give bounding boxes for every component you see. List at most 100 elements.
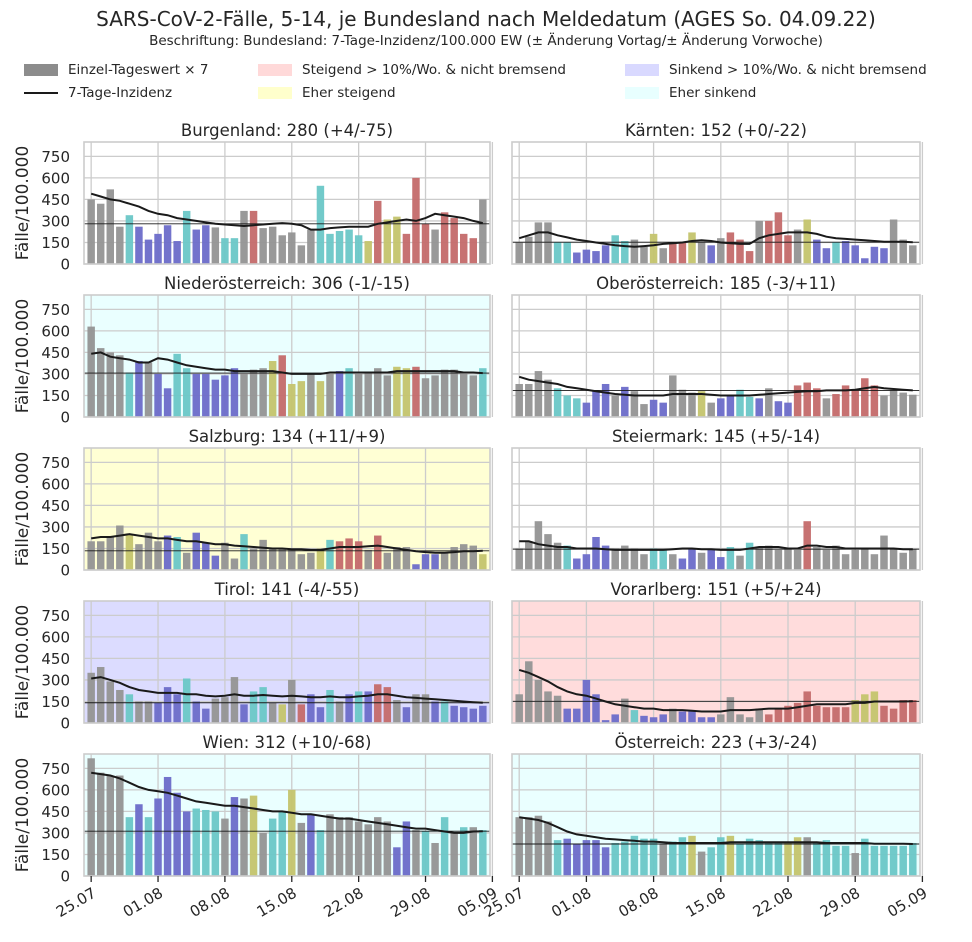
bar: [297, 822, 306, 876]
y-tick-label: 150: [41, 234, 70, 252]
bar: [889, 548, 898, 570]
bar: [621, 386, 629, 417]
bar: [278, 811, 286, 876]
bar: [288, 679, 296, 723]
bar: [649, 717, 658, 723]
y-tick-label: 600: [41, 475, 70, 493]
bar: [822, 840, 831, 876]
x-tick-label: 15.08: [254, 884, 300, 921]
bar: [793, 837, 802, 876]
bar: [678, 389, 687, 417]
bar: [116, 775, 124, 876]
bar: [163, 535, 172, 570]
bar: [553, 242, 562, 264]
bar: [307, 814, 315, 876]
legend-label-daily: Einzel-Tageswert × 7: [68, 62, 209, 78]
bar: [307, 373, 315, 417]
bar: [144, 532, 153, 570]
bar: [592, 694, 600, 723]
legend: Einzel-Tageswert × 7 7-Tage-Inzidenz Ste…: [24, 60, 969, 106]
bar: [460, 544, 468, 570]
y-tick-label: 750: [41, 301, 70, 319]
bar: [573, 844, 581, 876]
bar: [163, 225, 172, 264]
bar: [316, 381, 325, 417]
bar: [592, 536, 600, 570]
bar: [402, 821, 411, 876]
bar: [374, 817, 382, 876]
bar: [813, 842, 821, 876]
bar: [173, 792, 181, 876]
bar: [640, 715, 648, 723]
legend-item-falling: Eher sinkend: [625, 85, 756, 101]
panel-frame: [83, 141, 491, 265]
bar: [431, 229, 439, 264]
bar: [813, 705, 821, 723]
bar: [431, 375, 439, 417]
bar: [697, 851, 706, 876]
bar: [268, 818, 277, 876]
bar: [182, 368, 191, 417]
bar: [326, 373, 334, 417]
y-axis-label: Fälle/100.000: [13, 146, 33, 261]
bar: [230, 558, 239, 570]
y-tick-label: 150: [41, 846, 70, 864]
bar: [880, 705, 888, 723]
bar: [630, 239, 639, 264]
y-tick-label: 450: [41, 344, 70, 362]
chart-title: SARS-CoV-2-Fälle, 5-14, je Bundesland na…: [96, 7, 876, 31]
bar: [822, 549, 831, 570]
bar: [726, 232, 735, 264]
bar: [717, 714, 725, 723]
bar: [813, 239, 821, 264]
bar: [611, 714, 619, 723]
bar: [450, 547, 458, 570]
bar: [116, 355, 124, 417]
bar: [582, 249, 591, 264]
bar: [135, 361, 143, 417]
bar: [621, 698, 629, 723]
bar: [669, 708, 677, 723]
bar: [412, 694, 420, 723]
bar: [202, 542, 210, 570]
x-tick-label: 25.07: [53, 884, 99, 921]
bar: [393, 366, 401, 417]
bar: [803, 691, 811, 723]
bar: [659, 402, 667, 417]
legend-swatch-falling: [625, 87, 659, 99]
bar: [851, 549, 859, 570]
bar: [96, 667, 105, 723]
bar: [736, 714, 744, 723]
bar: [345, 694, 353, 723]
bar: [822, 248, 831, 264]
header: SARS-CoV-2-Fälle, 5-14, je Bundesland na…: [0, 6, 972, 50]
bar: [154, 233, 162, 264]
y-tick-label: 750: [41, 148, 70, 166]
bar: [909, 245, 917, 264]
bar: [402, 368, 411, 417]
bar: [135, 226, 143, 264]
bar: [173, 241, 181, 264]
bar: [784, 841, 792, 876]
bar: [563, 545, 571, 570]
bar: [726, 547, 735, 570]
bar: [841, 845, 850, 876]
bar: [717, 837, 725, 876]
bar: [354, 541, 363, 570]
bar: [861, 838, 869, 876]
bar: [440, 817, 449, 876]
bar: [326, 539, 334, 570]
bar: [822, 707, 831, 723]
bar: [192, 373, 200, 417]
bar: [813, 547, 821, 570]
bar: [774, 549, 783, 570]
bar: [402, 233, 411, 264]
bar: [563, 708, 571, 723]
bar: [534, 815, 543, 876]
bar: [335, 817, 344, 876]
bar: [841, 385, 850, 417]
bar: [288, 232, 296, 264]
bar: [851, 245, 859, 264]
panel-frame: [511, 753, 921, 877]
bar: [870, 385, 879, 417]
